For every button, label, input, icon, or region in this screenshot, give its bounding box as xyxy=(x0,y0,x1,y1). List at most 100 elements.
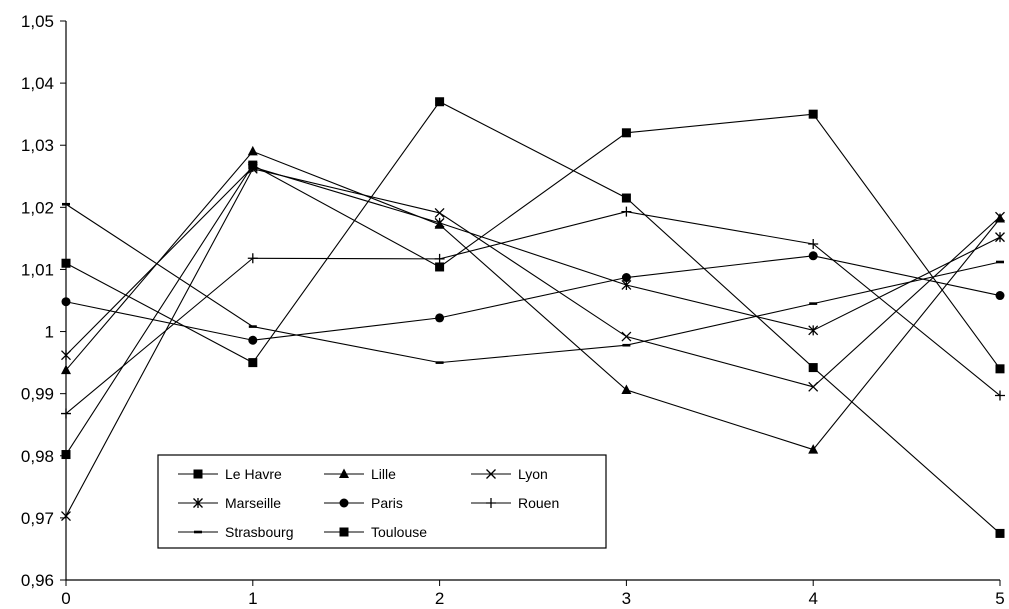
series-line-toulouse xyxy=(65,113,1001,455)
legend-box xyxy=(157,454,607,549)
data-point-toulouse xyxy=(621,128,631,138)
data-point-lyon xyxy=(61,511,71,521)
series-line-lyon xyxy=(65,168,1001,517)
data-point-lyon xyxy=(995,211,1005,222)
data-point-le-havre xyxy=(621,193,631,203)
data-point-toulouse xyxy=(248,160,258,170)
legend-item-toulouse: Toulouse xyxy=(324,524,427,540)
data-point-lyon xyxy=(434,207,445,218)
data-point-le-havre xyxy=(808,363,818,373)
legend-marker-lille xyxy=(339,468,349,478)
series-line-marseille xyxy=(65,166,1001,356)
y-tick-label: 1,03 xyxy=(21,136,54,155)
data-point-le-havre xyxy=(248,358,258,368)
legend-marker-toulouse xyxy=(339,527,349,537)
series-line-strasbourg xyxy=(65,203,1001,364)
data-point-marseille xyxy=(995,232,1005,243)
data-point-lille xyxy=(808,444,819,454)
x-tick-label: 5 xyxy=(995,589,1004,608)
y-tick-label: 1,05 xyxy=(21,12,54,31)
legend-item-marseille: Marseille xyxy=(178,495,281,511)
legend-item-paris: Paris xyxy=(324,495,403,511)
data-point-le-havre xyxy=(995,528,1005,538)
legend-marker-marseille xyxy=(193,498,203,508)
data-point-toulouse xyxy=(808,109,818,119)
legend-item-lille: Lille xyxy=(324,466,396,482)
data-point-strasbourg xyxy=(622,343,631,347)
legend-label: Rouen xyxy=(518,495,559,511)
series-strasbourg xyxy=(62,202,1004,364)
data-point-strasbourg xyxy=(248,325,257,328)
series-rouen xyxy=(61,206,1005,419)
series-line-paris xyxy=(65,255,1001,341)
data-point-paris xyxy=(435,313,445,323)
legend-label: Paris xyxy=(371,495,403,511)
data-point-rouen xyxy=(621,206,632,217)
data-point-rouen xyxy=(247,253,258,264)
legend-label: Toulouse xyxy=(371,524,427,540)
legend-item-strasbourg: Strasbourg xyxy=(178,524,293,540)
x-tick-label: 0 xyxy=(61,589,70,608)
data-point-toulouse xyxy=(61,450,71,460)
legend-item-le-havre: Le Havre xyxy=(178,466,282,482)
series-line-lille xyxy=(65,150,1001,451)
y-tick-label: 0,96 xyxy=(21,571,54,590)
data-point-marseille xyxy=(61,350,71,361)
data-point-paris xyxy=(808,251,818,261)
legend-marker-lyon xyxy=(486,469,496,479)
data-point-paris xyxy=(995,291,1005,301)
legend-marker-le-havre xyxy=(193,469,203,479)
y-tick-label: 1 xyxy=(45,323,54,342)
data-point-lille xyxy=(995,213,1005,223)
legend-item-lyon: Lyon xyxy=(471,466,548,482)
data-point-strasbourg xyxy=(435,361,444,364)
data-point-le-havre xyxy=(61,258,71,268)
data-point-lille xyxy=(434,219,445,229)
series-line-rouen xyxy=(65,211,1001,414)
y-tick-label: 1,04 xyxy=(21,74,54,93)
data-point-strasbourg xyxy=(62,202,70,206)
data-point-strasbourg xyxy=(809,302,818,305)
data-point-rouen xyxy=(434,253,445,264)
data-point-lille xyxy=(621,384,632,394)
legend-marker-strasbourg xyxy=(194,530,202,534)
legend-item-rouen: Rouen xyxy=(471,495,559,511)
data-point-strasbourg xyxy=(996,260,1004,264)
legend-label: Strasbourg xyxy=(225,524,293,540)
series-paris xyxy=(61,251,1005,345)
data-point-paris xyxy=(621,273,631,283)
series-lille xyxy=(61,145,1005,454)
legend-label: Lyon xyxy=(518,466,548,482)
y-tick-label: 0,99 xyxy=(21,385,54,404)
data-point-rouen xyxy=(61,408,71,419)
series-layer xyxy=(61,97,1005,538)
series-toulouse xyxy=(61,109,1005,460)
data-point-marseille xyxy=(808,325,819,336)
legend-label: Le Havre xyxy=(225,466,282,482)
data-point-toulouse xyxy=(435,262,445,272)
legend-marker-rouen xyxy=(486,498,496,508)
series-lyon xyxy=(61,163,1005,521)
data-point-lyon xyxy=(621,331,632,342)
legend-marker-paris xyxy=(339,498,349,508)
legend-label: Lille xyxy=(371,466,396,482)
data-point-toulouse xyxy=(995,364,1005,374)
x-tick-label: 4 xyxy=(808,589,817,608)
legend: Le Havre Marseille Strasbourg Lille Paris Tou… xyxy=(157,454,607,549)
data-point-lille xyxy=(247,145,258,156)
data-point-lyon xyxy=(247,163,258,174)
data-point-rouen xyxy=(808,238,819,249)
x-tick-label: 2 xyxy=(435,589,444,608)
y-tick-label: 1,01 xyxy=(21,260,54,279)
y-tick-label: 1,02 xyxy=(21,198,54,217)
x-tick-label: 3 xyxy=(622,589,631,608)
series-le-havre xyxy=(61,97,1005,538)
y-tick-label: 0,98 xyxy=(21,447,54,466)
data-point-lille xyxy=(61,364,71,375)
data-point-paris xyxy=(248,335,258,345)
legend-label: Marseille xyxy=(225,495,281,511)
series-line-le-havre xyxy=(65,101,1001,534)
data-point-paris xyxy=(61,297,71,307)
axes: 0,96 0,97 0,98 0,99 1 1,01 1,02 1,03 1,04 1,05 0 1 2… xyxy=(21,12,1005,608)
